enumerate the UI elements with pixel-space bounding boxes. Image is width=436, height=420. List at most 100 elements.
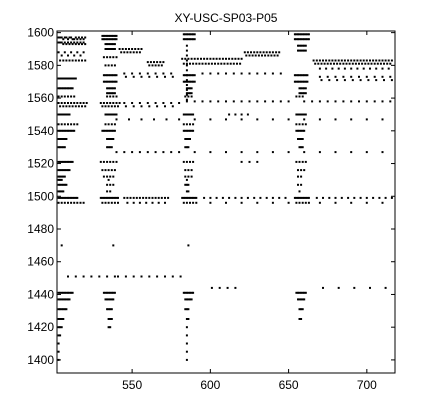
data-point xyxy=(131,151,134,154)
data-point xyxy=(369,67,371,70)
data-point xyxy=(353,59,356,62)
data-point xyxy=(63,51,66,54)
data-point xyxy=(109,160,112,163)
data-point xyxy=(373,75,376,78)
data-point xyxy=(185,160,188,163)
data-point xyxy=(118,102,121,104)
data-point xyxy=(350,59,353,62)
data-point xyxy=(200,57,202,60)
data-point xyxy=(62,38,65,41)
data-point xyxy=(68,196,71,199)
data-point xyxy=(187,291,190,294)
data-point xyxy=(256,51,259,54)
data-point xyxy=(60,36,63,39)
data-point xyxy=(334,151,337,154)
data-point xyxy=(164,201,166,204)
data-point xyxy=(192,113,195,116)
data-point xyxy=(62,190,65,193)
data-point xyxy=(184,183,187,186)
data-point xyxy=(201,72,204,75)
data-point xyxy=(151,196,154,199)
data-point xyxy=(217,100,220,103)
data-point xyxy=(59,36,62,39)
data-point xyxy=(62,43,65,46)
data-point xyxy=(187,33,190,36)
data-point xyxy=(60,308,63,311)
data-point xyxy=(67,298,69,301)
data-point xyxy=(300,92,303,95)
data-point xyxy=(149,61,152,64)
data-point xyxy=(184,57,187,60)
data-point xyxy=(148,64,151,67)
data-point xyxy=(295,74,298,77)
data-point xyxy=(300,138,303,140)
data-point xyxy=(112,56,115,59)
data-point xyxy=(350,75,353,78)
data-point xyxy=(65,291,68,294)
data-point xyxy=(113,74,116,77)
data-point xyxy=(62,291,65,294)
data-point xyxy=(109,196,112,199)
data-point xyxy=(318,75,321,78)
data-point xyxy=(76,102,79,104)
data-point xyxy=(295,129,298,132)
data-point xyxy=(73,41,76,44)
data-point xyxy=(185,98,188,101)
data-point xyxy=(271,72,274,75)
data-point xyxy=(215,57,218,60)
data-point xyxy=(110,196,113,199)
data-point xyxy=(182,196,185,199)
data-point xyxy=(110,92,113,95)
data-point xyxy=(384,59,387,62)
data-point xyxy=(300,308,303,311)
data-point xyxy=(185,183,188,186)
data-point xyxy=(367,62,370,65)
data-point xyxy=(185,326,188,329)
data-point xyxy=(63,95,66,98)
data-point xyxy=(189,201,191,204)
data-point xyxy=(110,318,113,320)
data-point xyxy=(124,105,127,108)
data-point xyxy=(273,54,276,57)
data-point xyxy=(65,36,68,39)
data-point xyxy=(243,51,246,54)
data-point xyxy=(381,67,384,70)
data-point xyxy=(232,72,235,75)
data-point xyxy=(347,59,350,62)
data-point xyxy=(301,33,304,36)
data-point xyxy=(187,308,190,311)
data-point xyxy=(359,59,362,62)
data-point xyxy=(297,129,299,132)
data-point xyxy=(170,102,173,104)
data-point xyxy=(112,38,115,41)
data-point xyxy=(109,298,112,301)
data-point xyxy=(232,62,235,65)
data-point xyxy=(101,169,104,172)
data-point xyxy=(157,196,160,199)
data-point xyxy=(350,118,353,121)
data-point xyxy=(104,105,107,108)
data-point xyxy=(110,123,113,126)
data-point xyxy=(218,57,221,60)
data-point xyxy=(60,95,63,98)
data-point xyxy=(295,80,298,83)
data-point xyxy=(193,80,196,83)
data-point xyxy=(67,102,69,104)
data-point xyxy=(67,160,69,163)
data-point xyxy=(126,201,129,204)
data-point xyxy=(298,201,301,204)
data-point xyxy=(182,74,185,77)
data-point xyxy=(265,196,268,199)
data-point xyxy=(57,175,60,178)
data-point xyxy=(343,59,346,62)
data-point xyxy=(106,87,109,90)
data-point xyxy=(187,80,190,83)
data-point xyxy=(76,196,79,199)
data-point xyxy=(67,201,69,204)
data-point xyxy=(278,196,281,199)
data-point xyxy=(107,178,110,181)
data-point xyxy=(203,196,206,199)
data-point xyxy=(184,129,187,132)
data-point xyxy=(293,196,296,199)
data-point xyxy=(124,275,127,278)
